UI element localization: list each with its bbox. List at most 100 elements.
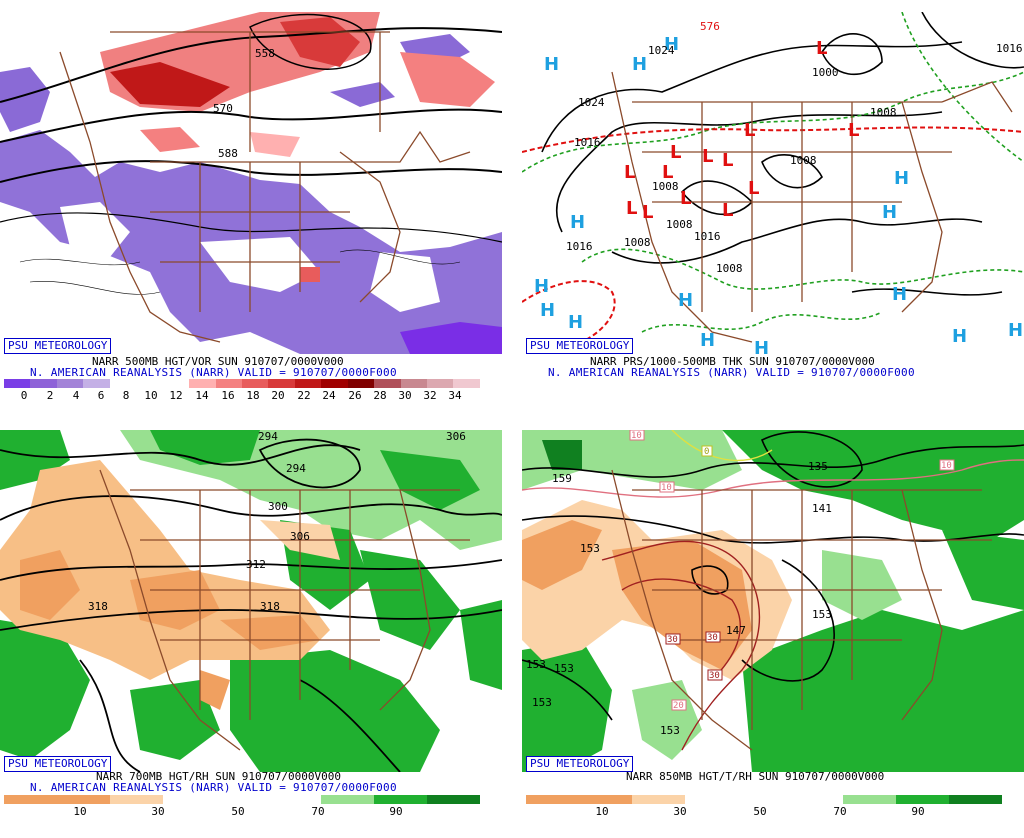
contour-label: 558	[255, 47, 275, 60]
colorbar-swatch	[578, 795, 632, 804]
colorbar-tick: 26	[348, 389, 362, 402]
colorbar-tick: 50	[231, 805, 245, 818]
high-pressure-icon: H	[700, 330, 715, 351]
isobar-label: 1016	[996, 42, 1023, 55]
contour-label: 153	[554, 662, 574, 675]
isobar-label: 1008	[790, 154, 817, 167]
colorbar-swatch	[737, 795, 791, 804]
map-subcaption: N. AMERICAN REANALYSIS (NARR) VALID = 91…	[30, 781, 397, 794]
low-pressure-icon: L	[680, 188, 691, 209]
colorbar-swatch	[109, 795, 163, 804]
colorbar-swatch	[4, 795, 57, 804]
high-pressure-icon: H	[754, 338, 769, 354]
contour-label: 153	[580, 542, 600, 555]
temp-label: 30	[709, 671, 720, 681]
high-pressure-icon: H	[952, 326, 967, 347]
colorbar-tick: 12	[169, 389, 183, 402]
colorbar	[4, 379, 480, 388]
colorbar-tick: 30	[398, 389, 412, 402]
high-pressure-icon: H	[678, 290, 693, 311]
isobar-label: 1024	[648, 44, 675, 57]
colorbar-swatch	[215, 795, 269, 804]
high-pressure-icon: H	[882, 202, 897, 223]
temp-label: 30	[707, 633, 718, 643]
colorbar-swatch	[526, 795, 579, 804]
contour-label: 153	[660, 724, 680, 737]
credit-badge: PSU METEOROLOGY	[526, 756, 634, 772]
temp-label: 10	[631, 431, 642, 441]
colorbar-swatch	[56, 795, 110, 804]
colorbar-swatch	[162, 379, 190, 388]
colorbar-swatch	[189, 379, 216, 388]
panel-500mb-vorticity: 558 570 588 PSU METEOROLOGY NARR 500MB H…	[0, 12, 502, 420]
low-pressure-icon: L	[626, 198, 637, 219]
humidity-850mb-map: 159 153 135 141 153 153 153 153 153 147 …	[522, 430, 1024, 772]
panel-surface-pressure-thickness: H H H H H H H H H H H H H H H L L L L L …	[522, 12, 1024, 420]
contour-label: 318	[88, 600, 108, 613]
credit-badge: PSU METEOROLOGY	[526, 338, 634, 354]
contour-label: 153	[526, 658, 546, 671]
temp-label: 0	[704, 447, 709, 457]
low-pressure-icon: L	[624, 162, 635, 183]
credit-badge: PSU METEOROLOGY	[4, 338, 112, 354]
colorbar-swatch	[321, 379, 348, 388]
contour-label: 153	[532, 696, 552, 709]
contour-label: 135	[808, 460, 828, 473]
colorbar-tick: 34	[448, 389, 462, 402]
low-pressure-icon: L	[722, 150, 733, 171]
contour-label: 300	[268, 500, 288, 513]
high-pressure-icon: H	[1008, 320, 1023, 341]
colorbar-tick: 10	[144, 389, 158, 402]
isobar-label: 1000	[812, 66, 839, 79]
colorbar-tick: 20	[271, 389, 285, 402]
colorbar-swatch	[427, 795, 481, 804]
low-pressure-icon: L	[816, 38, 827, 59]
high-pressure-icon: H	[568, 312, 583, 333]
contour-label: 294	[286, 462, 306, 475]
colorbar-swatch	[241, 379, 269, 388]
contour-label: 588	[218, 147, 238, 160]
colorbar-swatch	[374, 795, 428, 804]
colorbar-swatch	[684, 795, 738, 804]
map-subcaption: N. AMERICAN REANALYSIS (NARR) VALID = 91…	[548, 366, 915, 379]
colorbar	[4, 795, 481, 804]
contour-label: 141	[812, 502, 832, 515]
colorbar-swatch	[162, 795, 216, 804]
colorbar-tick: 30	[151, 805, 165, 818]
colorbar-tick: 4	[72, 389, 80, 402]
colorbar-tick: 50	[753, 805, 767, 818]
colorbar-tick: 30	[673, 805, 687, 818]
low-pressure-icon: L	[642, 202, 653, 223]
contour-label: 312	[246, 558, 266, 571]
colorbar-swatch	[30, 379, 57, 388]
colorbar	[526, 795, 1003, 804]
map-caption: NARR 700MB HGT/RH SUN 910707/0000V000	[96, 770, 342, 783]
low-pressure-icon: L	[670, 142, 681, 163]
isobar-label: 1016	[566, 240, 593, 253]
isobar-label: 1016	[574, 136, 601, 149]
colorbar-swatch	[400, 379, 427, 388]
low-pressure-icon: L	[722, 200, 733, 221]
panel-850mb-height-temp-rh: 159 153 135 141 153 153 153 153 153 147 …	[522, 430, 1024, 838]
high-pressure-icon: H	[534, 276, 549, 297]
colorbar-tick: 28	[373, 389, 387, 402]
temp-label: 10	[941, 461, 952, 471]
humidity-700mb-map: 294 294 300 306 312 318 318 306	[0, 430, 502, 772]
contour-label: 159	[552, 472, 572, 485]
colorbar-swatch	[843, 795, 897, 804]
colorbar-tick: 16	[221, 389, 235, 402]
thickness-label: 576	[700, 20, 720, 33]
colorbar-swatch	[374, 379, 401, 388]
contour-label: 147	[726, 624, 746, 637]
temp-label: 20	[673, 701, 684, 711]
colorbar-tick: 10	[73, 805, 87, 818]
pressure-map: H H H H H H H H H H H H H H H L L L L L …	[522, 12, 1024, 354]
high-pressure-icon: H	[894, 168, 909, 189]
colorbar-swatch	[4, 379, 31, 388]
low-pressure-icon: L	[748, 178, 759, 199]
colorbar-swatch	[268, 795, 322, 804]
panel-700mb-humidity: 294 294 300 306 312 318 318 306 PSU METE…	[0, 430, 502, 838]
colorbar-swatch	[215, 379, 242, 388]
colorbar-tick: 90	[389, 805, 403, 818]
high-pressure-icon: H	[664, 34, 679, 55]
